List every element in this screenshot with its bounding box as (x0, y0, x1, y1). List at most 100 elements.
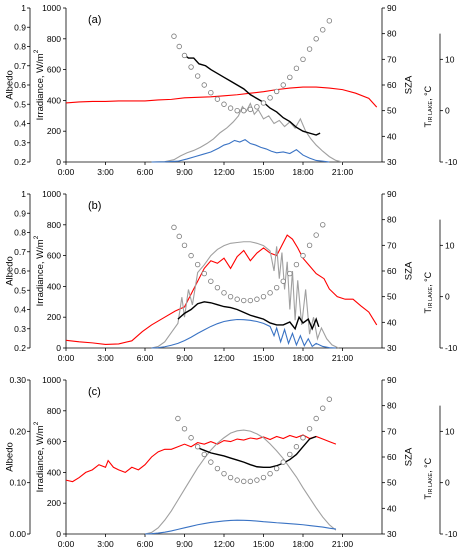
sza-tick-label: 40 (387, 503, 397, 513)
sza-point (300, 435, 306, 441)
temperature-tick-label: -10 (445, 157, 457, 167)
temperature-axis-title-unit: , °C (423, 85, 433, 101)
albedo-tick-label: 0.9 (14, 22, 26, 32)
albedo-tick-label: 0.6 (14, 80, 26, 90)
albedo-series (182, 53, 321, 136)
sza-point (188, 252, 194, 259)
global-irradiance-series (151, 102, 343, 163)
irradiance-tick-label: 200 (47, 312, 61, 322)
x-tick-label: 6:00 (137, 539, 154, 549)
sza-point (260, 100, 267, 106)
sza-tick-label: 60 (387, 80, 397, 90)
sza-point (247, 297, 254, 304)
albedo-tick-label: 0.10 (9, 478, 26, 488)
sza-tick-label: 70 (387, 240, 397, 250)
irradiance-axis-title-superscript: 2 (33, 235, 40, 239)
sza-point (227, 293, 234, 300)
irradiance-tick-label: 0 (56, 529, 61, 539)
sza-point (280, 278, 286, 284)
panel-label: (a) (88, 14, 101, 26)
chart-panel: 0:00 3:00 6:00 9:00 12:00 15:00 18:00 21:000200… (5, 375, 457, 549)
lake-temperature-series (65, 86, 378, 108)
sza-point (320, 222, 326, 228)
albedo-tick-label: 0.20 (9, 426, 26, 436)
temperature-axis-title: TIR LAKE, °C (423, 85, 434, 127)
sza-tick-label: 40 (387, 317, 397, 327)
x-tick-label: 15:00 (253, 539, 275, 549)
sza-point (287, 451, 293, 458)
albedo-tick-label: 0.5 (14, 99, 26, 109)
sza-tick-label: 50 (387, 292, 397, 302)
temperature-axis-title-unit: , °C (423, 457, 433, 473)
albedo-tick-label: 0.8 (14, 228, 26, 238)
irradiance-tick-label: 1000 (42, 189, 61, 199)
sza-point (221, 470, 227, 477)
sza-point (267, 470, 273, 477)
sza-point (280, 459, 286, 465)
temperature-tick-label: 0 (445, 478, 450, 488)
x-tick-label: 0:00 (58, 167, 75, 177)
albedo-tick-label: 1 (21, 3, 26, 13)
sza-point (234, 477, 240, 483)
temperature-tick-label: 10 (445, 54, 455, 64)
temperature-axis-title-main: T (423, 308, 433, 314)
albedo-axis-title: Albedo (5, 256, 16, 286)
sza-point (313, 232, 319, 238)
sza-point (181, 52, 188, 59)
irradiance-axis-title-main: Irradiance, W/m (35, 425, 46, 492)
sza-tick-label: 60 (387, 266, 397, 276)
sza-point (175, 415, 181, 422)
sza-point (241, 297, 247, 304)
lake-temperature-series (65, 434, 337, 483)
sza-point (300, 252, 306, 259)
sza-tick-label: 50 (387, 106, 397, 116)
sza-tick-label: 60 (387, 452, 397, 462)
x-tick-label: 9:00 (176, 353, 193, 363)
sza-point (208, 89, 214, 96)
x-tick-label: 3:00 (97, 539, 114, 549)
sza-tick-label: 90 (387, 189, 397, 199)
sza-tick-label: 40 (387, 131, 397, 141)
albedo-tick-label: 0.8 (14, 42, 26, 52)
sza-point (201, 270, 207, 277)
sza-point (214, 284, 221, 291)
chart-panel: 0:00 3:00 6:00 9:00 12:00 15:00 18:00 21:000200… (5, 189, 457, 363)
x-tick-label: 3:00 (97, 167, 114, 177)
irradiance-tick-label: 1000 (42, 375, 61, 385)
sza-point (254, 296, 260, 302)
x-tick-label: 6:00 (137, 353, 154, 363)
reflected-irradiance-series (144, 519, 336, 535)
x-tick-label: 12:00 (213, 167, 235, 177)
albedo-tick-label: 0.4 (14, 305, 26, 315)
sza-point (171, 33, 177, 39)
albedo-tick-label: 0.9 (14, 208, 26, 218)
sza-point (293, 261, 300, 268)
irradiance-tick-label: 800 (47, 406, 61, 416)
panel-label: (c) (88, 386, 101, 398)
sza-point (241, 107, 247, 114)
sza-axis-title: SZA (404, 75, 415, 94)
x-tick-label: 9:00 (176, 167, 193, 177)
albedo-series (197, 435, 317, 468)
sza-point (176, 43, 182, 50)
temperature-tick-label: 10 (445, 426, 455, 436)
sza-point (260, 474, 267, 481)
sza-tick-label: 80 (387, 215, 397, 225)
albedo-tick-label: 0.30 (9, 375, 26, 385)
global-irradiance-series (144, 429, 337, 535)
sza-point (214, 96, 221, 102)
x-tick-label: 18:00 (292, 167, 314, 177)
irradiance-tick-label: 400 (47, 281, 61, 291)
albedo-series (177, 301, 320, 331)
temperature-axis-title-subscript: IR LAKE (428, 101, 434, 122)
x-tick-label: 6:00 (137, 167, 154, 177)
sza-point (273, 465, 280, 472)
temperature-tick-label: 0 (445, 106, 450, 116)
sza-point (201, 451, 207, 458)
sza-point (171, 224, 177, 231)
sza-point (181, 242, 188, 249)
albedo-tick-label: 0.3 (14, 324, 26, 334)
x-tick-label: 15:00 (253, 167, 275, 177)
irradiance-tick-label: 400 (47, 467, 61, 477)
x-tick-label: 18:00 (292, 539, 314, 549)
